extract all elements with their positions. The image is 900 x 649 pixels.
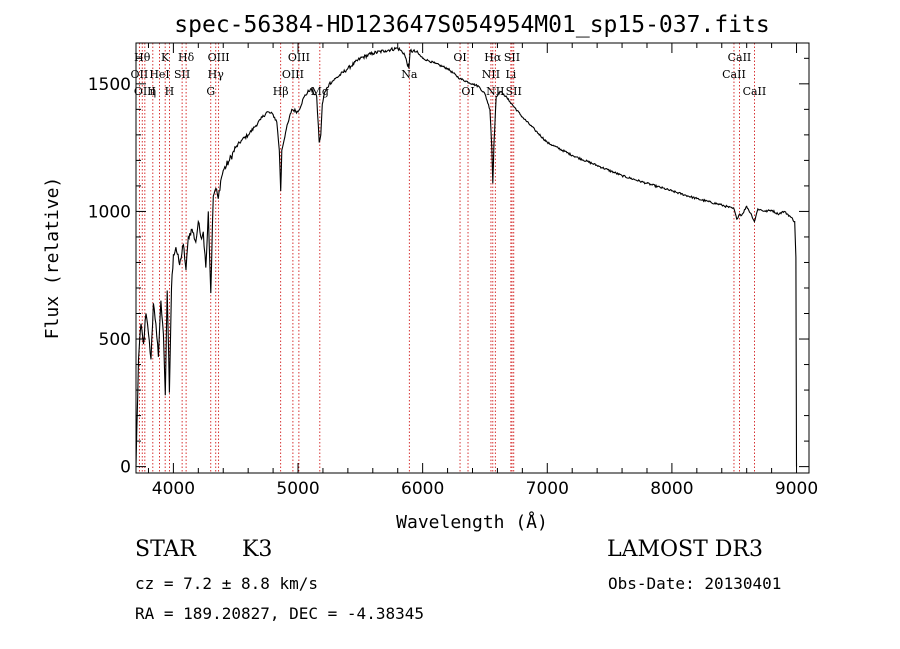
survey-name: LAMOST DR3 <box>607 537 763 562</box>
line-marker-label: H <box>165 85 175 98</box>
line-marker-labels: HθOIIOIIIηHeIKHSIIHδGHγOIIIHβOIIIOIIIMgN… <box>131 51 767 98</box>
redshift-value: cz = 7.2 ± 8.8 km/s <box>135 574 319 593</box>
line-marker-label: OIII <box>208 51 230 64</box>
line-marker-label: η <box>150 85 157 98</box>
line-marker-label: OIII <box>282 68 304 81</box>
line-marker-label: Na <box>401 68 418 81</box>
plot-frame <box>135 42 810 474</box>
y-tick-label: 0 <box>120 458 131 478</box>
line-marker-label: CaII <box>722 68 746 81</box>
x-tick-label: 4000 <box>152 479 195 499</box>
x-axis-label: Wavelength (Å) <box>396 511 548 533</box>
line-markers <box>138 43 755 473</box>
line-marker-label: SII <box>174 68 190 81</box>
line-marker-label: Hβ <box>273 85 289 98</box>
x-tick-label: 9000 <box>775 479 818 499</box>
line-marker-label: NII <box>486 85 504 98</box>
y-axis-label: Flux (relative) <box>42 177 63 340</box>
object-subclass: K3 <box>242 537 273 562</box>
line-marker-label: NII <box>482 68 500 81</box>
y-tick-label: 500 <box>99 330 131 350</box>
line-marker-label: CaII <box>743 85 767 98</box>
line-marker-label: SII <box>504 51 520 64</box>
line-marker-label: Hθ <box>134 51 151 64</box>
line-marker-label: K <box>161 51 170 64</box>
x-tick-label: 7000 <box>526 479 569 499</box>
line-marker-label: SII <box>506 85 522 98</box>
line-marker-label: G <box>206 85 215 98</box>
chart-title: spec-56384-HD123647S054954M01_sp15-037.f… <box>174 12 769 38</box>
line-marker-label: Hα <box>484 51 502 64</box>
line-marker-label: Li <box>505 68 516 81</box>
line-marker-label: OI <box>453 51 466 64</box>
y-axis-ticks: 0 500 1000 1500 <box>88 57 809 478</box>
line-marker-label: OI <box>461 85 474 98</box>
x-tick-label: 5000 <box>276 479 319 499</box>
x-tick-label: 6000 <box>401 479 444 499</box>
spectrum-curve <box>135 46 798 467</box>
y-tick-label: 1000 <box>88 202 131 222</box>
line-marker-label: Hδ <box>178 51 195 64</box>
line-marker-label: CaII <box>728 51 752 64</box>
line-marker-label: OIII <box>134 85 156 98</box>
line-marker-label: OII <box>131 68 149 81</box>
line-marker-label: OIII <box>288 51 310 64</box>
sky-coordinates: RA = 189.20827, DEC = -4.38345 <box>135 604 424 623</box>
line-marker-label: HeI <box>149 68 169 81</box>
y-tick-label: 1500 <box>88 75 131 95</box>
x-tick-label: 8000 <box>650 479 693 499</box>
x-axis-ticks: 4000 5000 6000 7000 8000 9000 <box>147 43 818 499</box>
observation-date: Obs-Date: 20130401 <box>608 574 782 593</box>
line-marker-label: Hγ <box>208 68 225 81</box>
object-class: STAR <box>135 537 196 562</box>
